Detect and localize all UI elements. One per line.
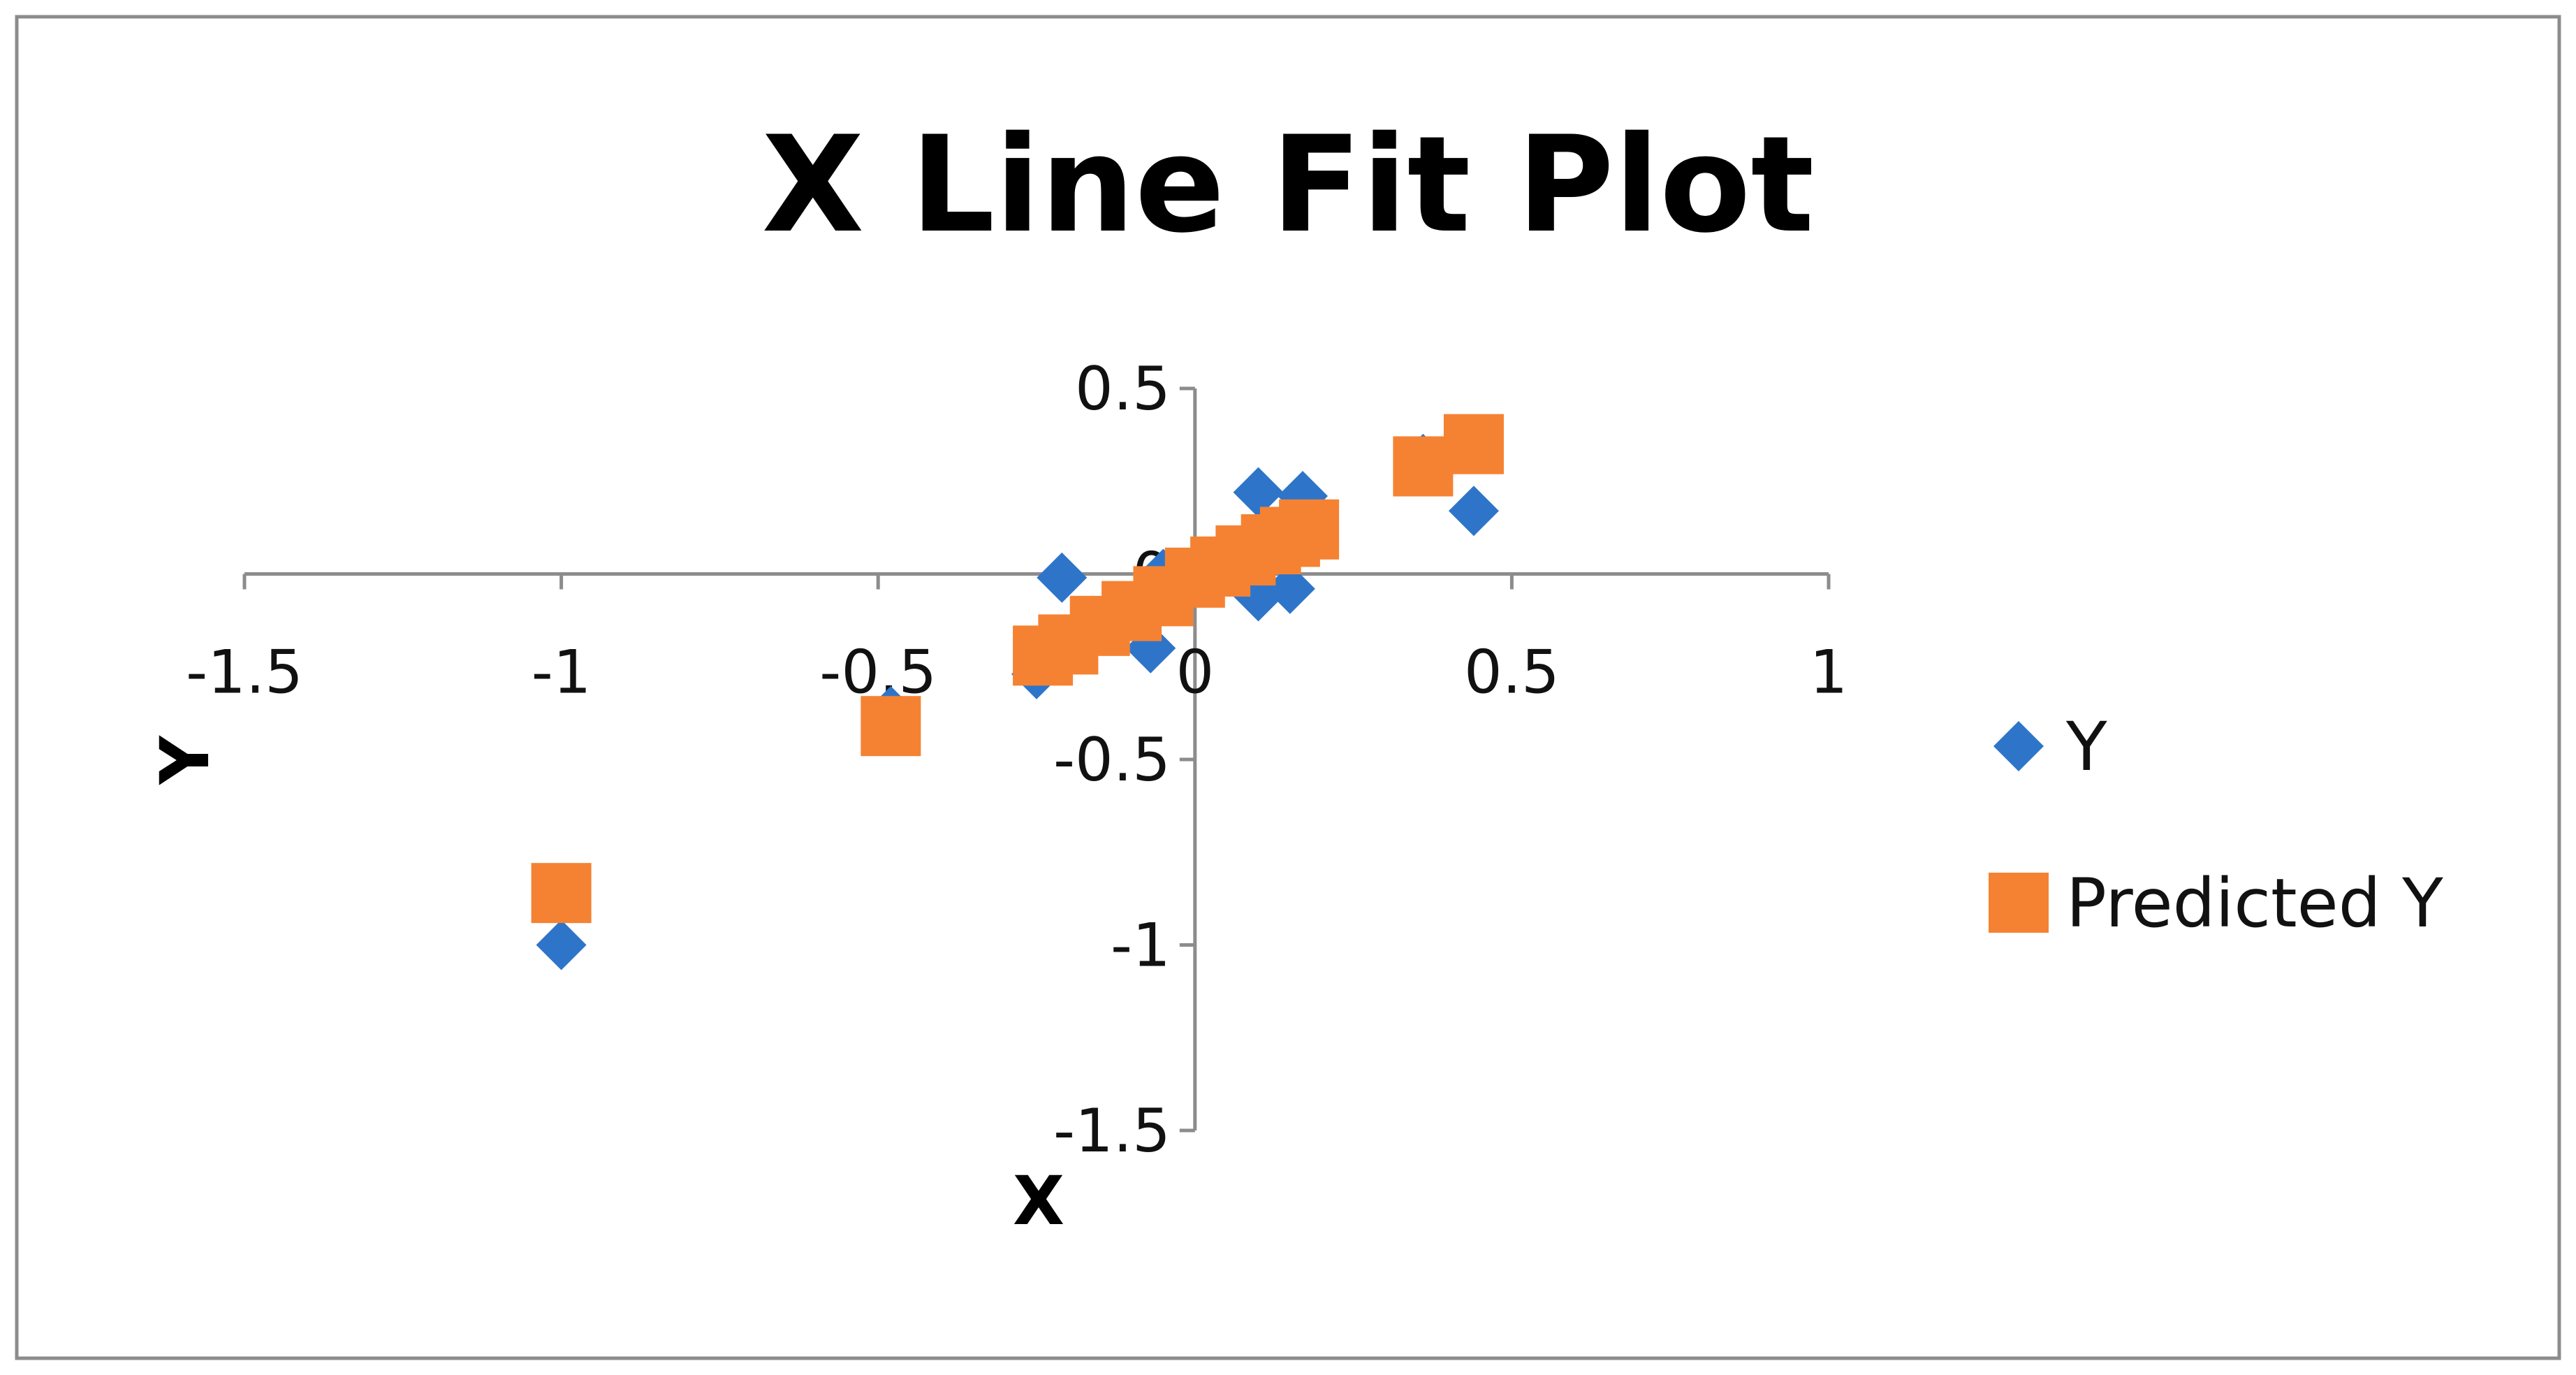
predicted-y-point [1443, 414, 1504, 474]
legend-square-icon [1989, 873, 2049, 933]
legend-label: Y [2065, 708, 2107, 786]
y-point [1264, 563, 1315, 614]
x-axis-title: X [1013, 1162, 1064, 1240]
y-point [1037, 552, 1088, 603]
predicted-y-point [1279, 499, 1340, 560]
data-points [531, 414, 1504, 970]
legend: Y Predicted Y [1989, 708, 2443, 943]
predicted-y-point [861, 696, 921, 757]
chart-border [15, 15, 2561, 1360]
x-tick-label: -0.5 [819, 638, 937, 708]
y-tick-label: 0.5 [1075, 354, 1171, 424]
predicted-y-point [531, 863, 592, 924]
x-tick-label: 0.5 [1464, 638, 1560, 708]
y-tick-label: -1 [1111, 911, 1171, 981]
y-point [1233, 467, 1284, 518]
x-tick-label: -1 [532, 638, 592, 708]
x-tick-label: -1.5 [186, 638, 303, 708]
x-tick-label: 0 [1176, 638, 1214, 708]
y-point [1448, 486, 1499, 537]
y-tick-label: -1.5 [1053, 1096, 1171, 1166]
legend-diamond-icon [1993, 721, 2044, 771]
legend-label: Predicted Y [2066, 864, 2443, 943]
predicted-y-point [1393, 436, 1454, 497]
y-axis-title: Y [146, 735, 224, 785]
y-tick-label: -0.5 [1053, 725, 1171, 795]
y-point [536, 919, 587, 970]
chart-title: X Line Fit Plot [762, 108, 1815, 262]
x-tick-label: 1 [1810, 638, 1848, 708]
